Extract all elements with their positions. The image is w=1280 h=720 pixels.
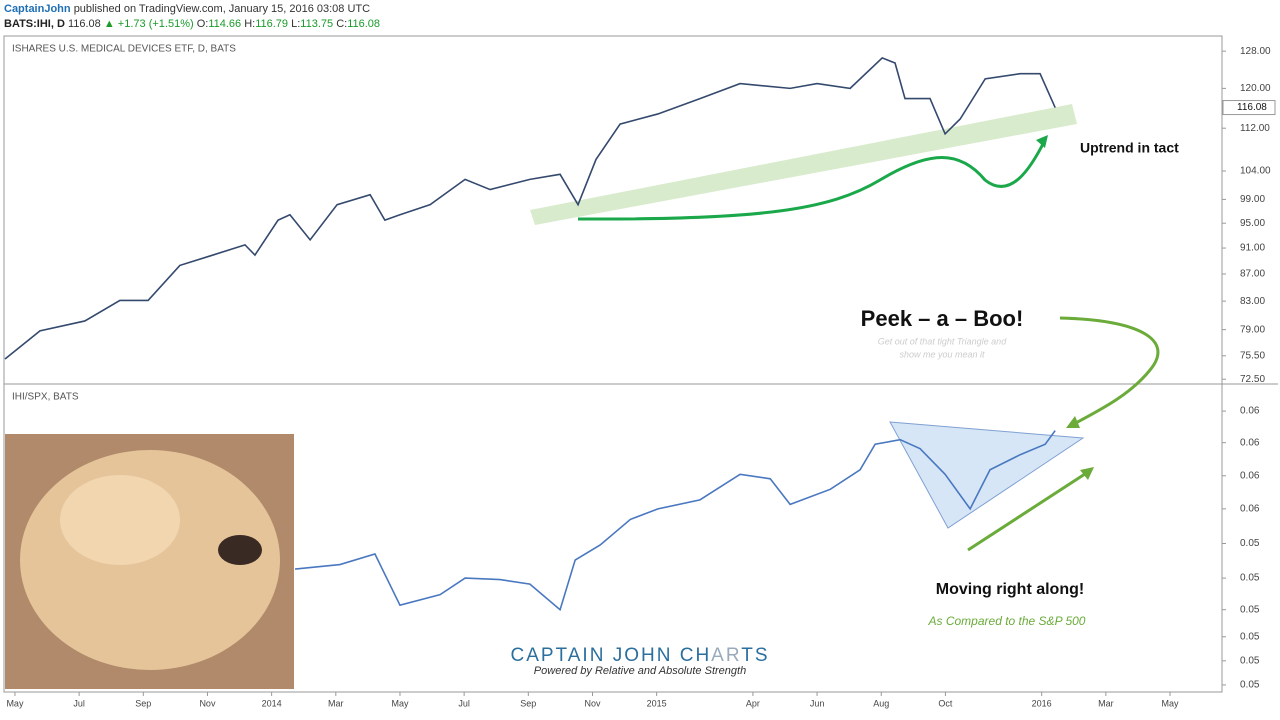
- y-tick-label: 99.00: [1240, 194, 1265, 205]
- x-tick-label: 2016: [1032, 698, 1052, 708]
- y-tick-label: 0.06: [1240, 470, 1260, 481]
- nose: [218, 535, 262, 565]
- ohlc-value: 116.79: [255, 18, 289, 30]
- y-tick-label: 79.00: [1240, 324, 1265, 335]
- y-tick-label: 0.05: [1240, 655, 1260, 666]
- arrow: [967, 470, 1089, 552]
- trend-band: [530, 104, 1077, 225]
- last: 116.08: [67, 18, 101, 30]
- ohlc-label: C:: [336, 18, 348, 30]
- y-tick-label: 95.00: [1240, 218, 1265, 229]
- paw: [60, 475, 180, 565]
- y-tick-label: 0.05: [1240, 573, 1260, 584]
- y-tick-label: 83.00: [1240, 296, 1265, 307]
- y-tick-label: 0.05: [1240, 680, 1260, 691]
- arrow-head: [1080, 467, 1094, 480]
- panel-title: ISHARES U.S. MEDICAL DEVICES ETF, D, BAT…: [12, 44, 236, 55]
- x-tick-label: Jul: [73, 698, 85, 708]
- annotation: Uptrend in tact: [1080, 140, 1179, 156]
- brand-part: CAPTAIN: [510, 645, 605, 666]
- photo: [5, 434, 294, 689]
- x-tick-label: Mar: [1098, 698, 1114, 708]
- x-tick-label: Nov: [584, 698, 601, 708]
- y-tick-label: 72.50: [1240, 374, 1265, 385]
- y-tick-label: 87.00: [1240, 269, 1265, 280]
- y-tick-label: 91.00: [1240, 243, 1265, 254]
- x-tick-label: Sep: [135, 698, 151, 708]
- trend-curve: [577, 139, 1047, 221]
- y-tick-label: 0.06: [1240, 504, 1260, 515]
- symbol: BATS:IHI, D: [4, 18, 65, 30]
- header-line: CaptainJohn published on TradingView.com…: [4, 2, 380, 17]
- x-tick-label: Oct: [938, 698, 953, 708]
- annotation: Moving right along!: [936, 581, 1084, 598]
- y-tick-label: 0.06: [1240, 406, 1260, 417]
- ohlc-label: H:: [244, 18, 256, 30]
- y-tick-label: 104.00: [1240, 166, 1271, 177]
- x-tick-label: May: [391, 698, 409, 708]
- ohlc-label: L:: [291, 18, 301, 30]
- y-tick-label: 0.05: [1240, 538, 1260, 549]
- x-tick-label: May: [6, 698, 24, 708]
- ohlc-value: 113.75: [300, 18, 334, 30]
- y-tick-label: 120.00: [1240, 83, 1271, 94]
- brand-part: CH: [680, 645, 711, 666]
- y-tick-label: 75.50: [1240, 350, 1265, 361]
- x-tick-label: Mar: [328, 698, 344, 708]
- author[interactable]: CaptainJohn: [4, 3, 71, 15]
- x-tick-label: Aug: [873, 698, 889, 708]
- published: published on TradingView.com, January 15…: [73, 3, 371, 15]
- brand-part: TS: [741, 645, 769, 666]
- arrow-head: [1036, 135, 1048, 148]
- last-price-label: 116.08: [1237, 102, 1267, 113]
- y-tick-label: 128.00: [1240, 46, 1271, 57]
- price-line: [294, 430, 1056, 612]
- brand-part: JOHN: [613, 645, 673, 666]
- tagline: Powered by Relative and Absolute Strengt…: [534, 665, 746, 677]
- ohlc-value: 116.08: [347, 18, 381, 30]
- annotation: As Compared to the S&P 500: [928, 614, 1086, 628]
- ohlc-label: O:: [196, 18, 209, 30]
- header: CaptainJohn published on TradingView.com…: [4, 2, 380, 32]
- x-tick-label: 2014: [262, 698, 282, 708]
- x-tick-label: Apr: [746, 698, 760, 708]
- header-line: BATS:IHI, D 116.08 ▲ +1.73 (+1.51%) O:11…: [4, 17, 380, 32]
- brand-part: AR: [711, 645, 741, 666]
- annotation: show me you mean it: [899, 349, 985, 359]
- brand: CAPTAIN JOHN CHARTS: [510, 645, 769, 666]
- price-line: [4, 57, 1056, 360]
- panel-title: IHI/SPX, BATS: [12, 392, 79, 403]
- x-tick-label: Sep: [520, 698, 536, 708]
- y-tick-label: 0.06: [1240, 437, 1260, 448]
- x-tick-label: May: [1162, 698, 1180, 708]
- x-tick-label: 2015: [647, 698, 667, 708]
- x-tick-label: Nov: [199, 698, 216, 708]
- change: ▲ +1.73 (+1.51%): [103, 18, 194, 30]
- last-price-box: [1222, 100, 1276, 116]
- x-tick-label: Jul: [458, 698, 470, 708]
- y-tick-label: 112.00: [1240, 123, 1270, 134]
- y-tick-label: 0.05: [1240, 604, 1260, 615]
- arrow-head: [1066, 416, 1080, 428]
- annotation: Peek – a – Boo!: [861, 306, 1024, 331]
- annotation: Get out of that tight Triangle and: [878, 336, 1007, 346]
- x-tick-label: Jun: [810, 698, 825, 708]
- y-tick-label: 0.05: [1240, 631, 1260, 642]
- ohlc-value: 114.66: [208, 18, 242, 30]
- arrow: [1059, 316, 1160, 427]
